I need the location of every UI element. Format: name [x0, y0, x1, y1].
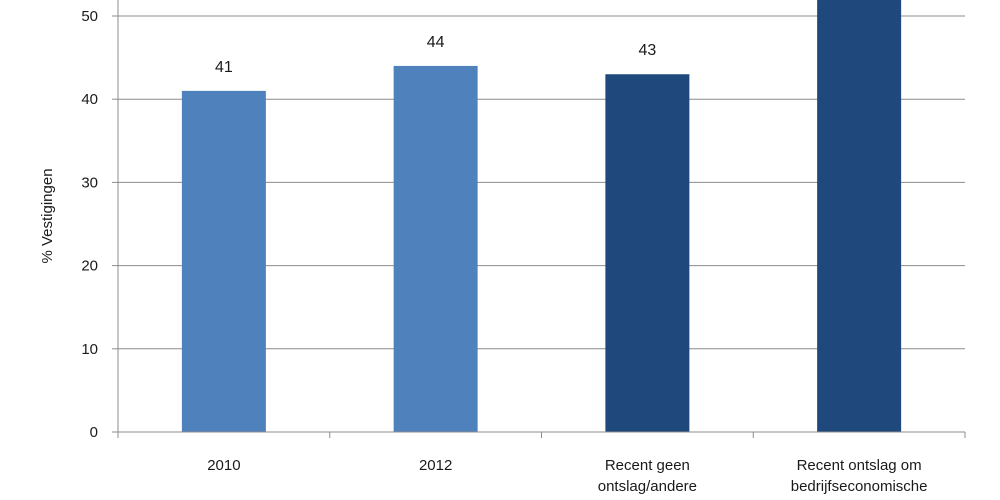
- bar: [181, 90, 266, 432]
- x-category-label: Recent ontslag om: [797, 457, 922, 474]
- y-tick-label: 50: [81, 8, 98, 25]
- bar: [393, 65, 478, 433]
- x-category-label: 2012: [419, 457, 452, 474]
- bar: [605, 74, 690, 433]
- y-tick-label: 30: [81, 174, 98, 191]
- x-category-label: ontslag/andere: [598, 478, 697, 495]
- x-category-label: Recent geen: [605, 457, 690, 474]
- y-axis-title: % Vestigingen: [39, 168, 56, 263]
- x-category-label: bedrijfseconomische: [791, 478, 928, 495]
- y-tick-label: 20: [81, 258, 98, 275]
- data-label: 41: [215, 59, 233, 76]
- y-tick-label: 10: [81, 341, 98, 358]
- x-category-label: 2010: [207, 457, 240, 474]
- data-label: 43: [638, 42, 656, 59]
- y-tick-label: 40: [81, 91, 98, 108]
- data-label: 44: [427, 34, 445, 51]
- bar: [817, 0, 902, 432]
- y-tick-label: 0: [90, 424, 98, 441]
